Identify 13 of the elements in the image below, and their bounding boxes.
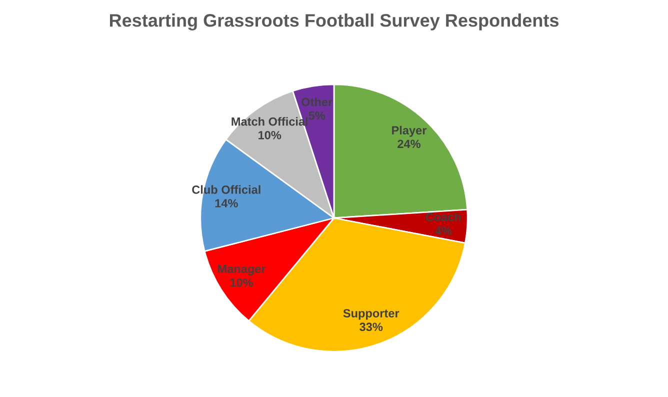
data-label: 10%: [230, 278, 254, 287]
slice-label: Coach: [426, 212, 461, 222]
data-label: 14%: [215, 199, 238, 208]
slice-label: Manager: [218, 264, 266, 276]
slice-label: Supporter: [343, 309, 400, 320]
slice-label: Other: [302, 98, 332, 106]
data-label: 10%: [258, 130, 282, 140]
data-label: 33%: [360, 322, 383, 332]
data-label: 4%: [434, 226, 452, 235]
data-label: 5%: [308, 111, 326, 120]
slice-label: Player: [392, 126, 427, 137]
data-label: 24%: [398, 140, 420, 148]
chart-title: Restarting Grassroots Football Survey Respondents: [110, 14, 559, 30]
